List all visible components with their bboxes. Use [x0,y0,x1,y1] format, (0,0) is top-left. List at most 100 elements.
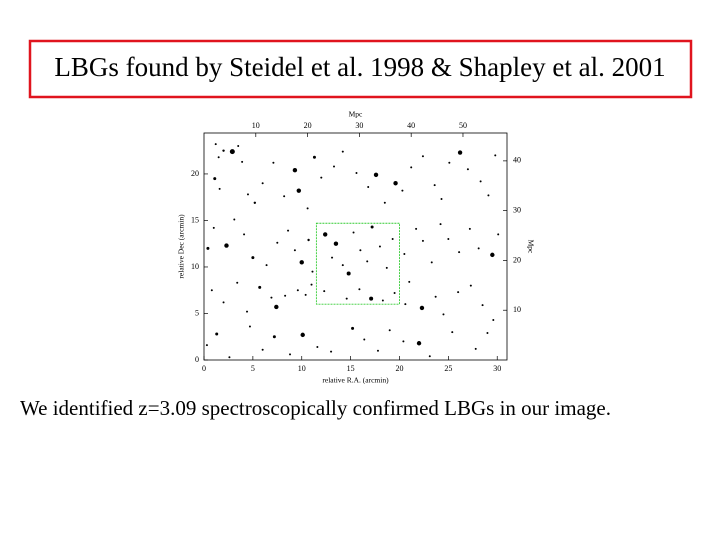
point [228,356,231,359]
point [359,249,362,252]
point [274,304,279,310]
point [215,332,219,336]
point [222,301,225,304]
point [213,177,217,181]
point [428,355,431,358]
point [205,344,208,347]
point [383,201,386,204]
x2-axis-label: Mpc [349,110,363,119]
point [494,154,497,157]
point [451,331,454,334]
point [307,238,310,242]
point [421,239,424,242]
y2-tick-label: 40 [513,156,521,165]
point [284,294,287,297]
point [419,305,425,311]
y-tick-label: 0 [195,355,199,364]
point [466,168,469,171]
x-tick-label: 15 [347,364,355,373]
point [492,318,495,321]
x-tick-label: 30 [493,364,501,373]
point [457,150,463,155]
highlight-region [315,222,400,305]
point [296,289,299,292]
point [486,332,489,335]
point [430,261,433,264]
point [246,193,249,196]
x-tick-label: 5 [251,364,255,373]
point [388,329,391,332]
point [474,347,477,350]
x2-tick-label: 30 [355,121,363,130]
point [385,266,388,269]
point [283,195,286,198]
point [246,310,249,313]
point [352,231,355,234]
point [479,180,482,183]
point [210,289,213,292]
x2-tick-label: 40 [407,121,415,130]
title-box [28,39,693,99]
point [265,264,268,267]
point [224,243,229,248]
point [346,271,351,276]
point [355,172,358,175]
y2-tick-label: 30 [513,205,521,214]
point [310,283,313,286]
point [316,345,319,348]
point [403,252,406,255]
point [296,188,302,193]
point [404,303,407,306]
x-axis-label: relative R.A. (arcmin) [322,376,389,385]
x2-tick-label: 10 [252,121,260,130]
point [304,293,307,296]
y-tick-label: 20 [191,169,199,178]
y-tick-label: 5 [195,308,199,317]
point [261,182,264,185]
point [276,241,279,244]
point [320,176,323,179]
point [323,232,328,237]
point [243,233,246,236]
point [214,143,217,146]
point [468,227,471,230]
point [306,207,309,210]
point [415,227,418,230]
point [367,185,370,188]
x-tick-label: 0 [202,364,206,373]
point [457,291,460,294]
point [497,233,500,236]
point [206,246,210,250]
point [270,296,273,299]
point [272,161,275,164]
point [421,155,424,158]
x-tick-label: 10 [298,364,306,373]
point [433,184,436,187]
point [272,335,276,339]
point [312,155,316,159]
point [477,247,480,250]
point [351,326,355,330]
y2-tick-label: 10 [513,305,521,314]
point [401,189,404,192]
point [261,348,264,351]
point [434,295,437,298]
plot-frame [203,132,508,361]
point [299,260,304,265]
chart-title: LBGs found by Steidel et al. 1998 & Shap… [54,52,665,82]
point [233,218,236,221]
point [481,304,484,307]
x-tick-label: 25 [444,364,452,373]
point [248,325,251,328]
point [229,149,235,155]
point [490,252,495,258]
point [363,338,366,341]
point [333,241,339,246]
point [241,160,244,163]
x2-tick-label: 20 [304,121,312,130]
point [369,296,374,301]
point [293,249,296,252]
x2-tick-label: 50 [459,121,467,130]
